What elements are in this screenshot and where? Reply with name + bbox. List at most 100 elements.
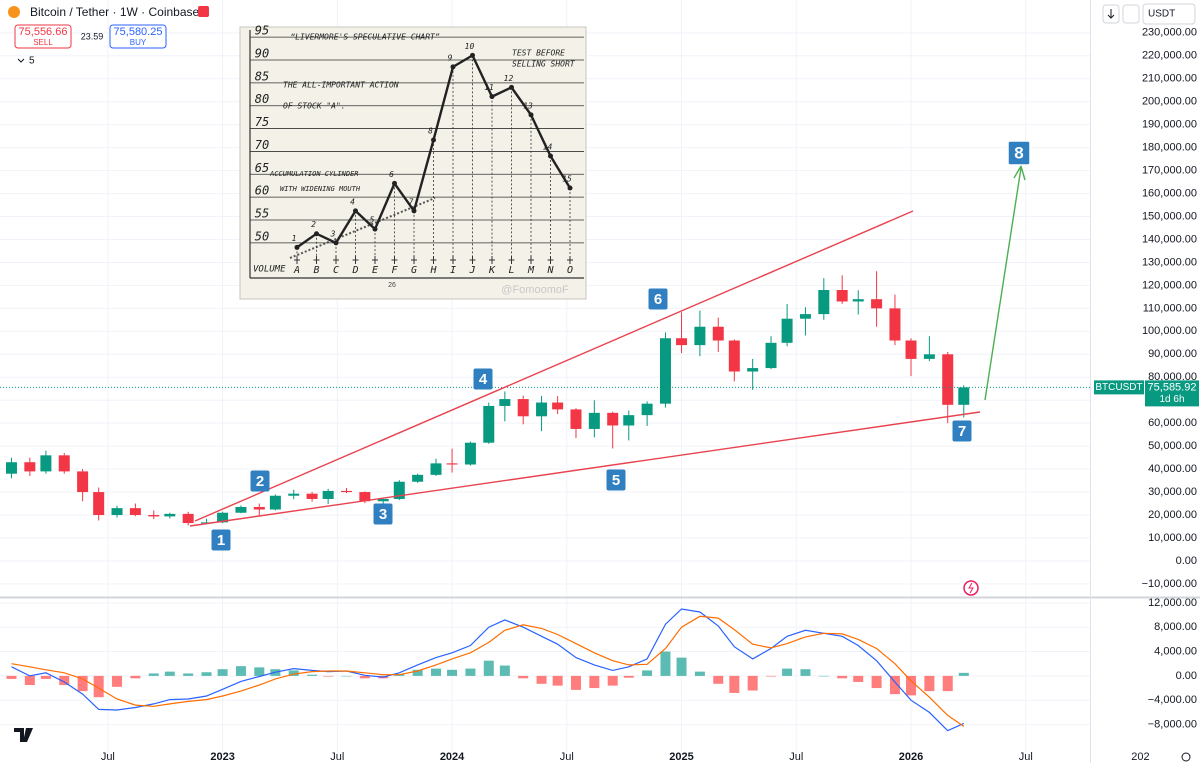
histogram-bar (623, 675, 634, 678)
inset-paper (239, 26, 587, 300)
histogram-bar (889, 675, 900, 695)
buy-label: BUY (130, 38, 147, 47)
histogram-bar (307, 674, 318, 676)
histogram-bar (837, 675, 848, 679)
inset-x-label: A (293, 265, 300, 276)
inset-annotation: THE ALL-IMPORTANT ACTION (283, 81, 399, 90)
inset-annotation: SELLING SHORT (512, 60, 576, 69)
candle-body (923, 354, 935, 359)
price-point (567, 185, 573, 191)
settings-button[interactable] (1122, 4, 1140, 24)
y-tick-label: 60,000.00 (1148, 417, 1197, 429)
candle-body (253, 506, 265, 510)
candle-body (58, 455, 70, 472)
histogram-bar (818, 675, 829, 677)
histogram-bar (323, 675, 334, 677)
candle-body (129, 508, 141, 516)
candle-body (148, 515, 160, 517)
symbol-tag (1094, 380, 1144, 395)
wave-label-box (952, 420, 972, 442)
candle-body (781, 318, 793, 343)
point-label: 14 (543, 143, 553, 152)
candle-body (359, 492, 371, 502)
price-point (294, 244, 300, 250)
point-label: 7 (409, 197, 414, 206)
histogram-bar (183, 673, 194, 676)
histogram-bar (217, 669, 228, 676)
y-tick-label: 8,000.00 (1154, 621, 1197, 633)
histogram-bar (713, 675, 724, 684)
y-tick-label: 50,000.00 (1148, 440, 1197, 452)
flag-icon[interactable] (198, 6, 209, 17)
inset-y-label: 85 (255, 69, 269, 83)
inset-y-label: 50 (255, 229, 269, 243)
inset-x-label: F (391, 265, 398, 276)
candle-body (836, 290, 848, 302)
histogram-bar (729, 675, 740, 693)
histogram-bar (24, 675, 35, 686)
volume-cross (489, 256, 495, 264)
inset-y-label: 70 (255, 138, 269, 152)
histogram-bar (906, 675, 917, 696)
histogram-bar (589, 675, 600, 689)
histogram-bar (164, 671, 175, 676)
inset-y-label: 75 (255, 115, 269, 129)
price-point (548, 153, 553, 159)
point-label: 8 (428, 127, 433, 136)
candle-body (728, 340, 740, 372)
inset-annotation: OF STOCK "A". (283, 102, 346, 111)
histogram-bar (465, 668, 476, 676)
price-point (509, 84, 514, 90)
inset-annotation: WITH WIDENING MOUTH (280, 185, 361, 193)
inset-x-label: K (488, 265, 496, 276)
y-tick-label: 0.00 (1176, 555, 1197, 567)
candle-body (552, 402, 564, 410)
candle-body (322, 490, 334, 499)
candle-body (517, 399, 529, 417)
settings-icon[interactable] (1181, 752, 1191, 762)
inset-y-label: 80 (255, 92, 269, 106)
buy-button[interactable] (109, 24, 167, 49)
inset-page: 26 (388, 282, 396, 289)
histogram-bar (6, 675, 17, 679)
candle-body (818, 290, 830, 315)
inset-x-label: G (411, 265, 417, 276)
candle-body (607, 412, 619, 426)
coin-icon (8, 6, 20, 18)
candle-body (235, 506, 247, 513)
x-tick-label: 202 (1131, 751, 1149, 763)
wave-label-box (473, 368, 493, 390)
candle-body (111, 508, 123, 516)
tv-logo[interactable] (14, 728, 33, 742)
spread: 23.59 (81, 31, 104, 41)
collapse-icon[interactable] (17, 58, 25, 63)
histogram-bar (958, 672, 969, 676)
x-tick-label: Jul (560, 751, 574, 763)
inset-x-label: I (450, 265, 456, 276)
candle-body (446, 463, 458, 465)
sell-button[interactable] (14, 24, 72, 49)
candle-body (942, 354, 954, 405)
signal-line (11, 615, 965, 727)
indicator-count[interactable]: 5 (29, 56, 35, 67)
histogram-bar (660, 651, 671, 676)
currency-select[interactable] (1142, 3, 1196, 25)
inset-x-label: L (508, 265, 514, 276)
inset-x-label: H (429, 265, 437, 276)
point-label: 6 (389, 170, 394, 179)
histogram-bar (201, 672, 212, 676)
buy-price: 75,580.25 (114, 26, 163, 38)
macd-line (11, 608, 965, 732)
price-point (314, 231, 319, 237)
wave-label: 6 (654, 291, 662, 308)
histogram-bar (607, 675, 618, 686)
candle-body (676, 338, 688, 346)
alert-icon[interactable] (963, 580, 979, 596)
y-tick-label: 12,000.00 (1148, 597, 1197, 609)
x-tick-label: 2026 (899, 751, 923, 763)
candle-body (871, 299, 883, 309)
wave-label: 3 (379, 506, 387, 523)
point-label: 2 (311, 220, 316, 229)
candle-body (536, 402, 548, 417)
